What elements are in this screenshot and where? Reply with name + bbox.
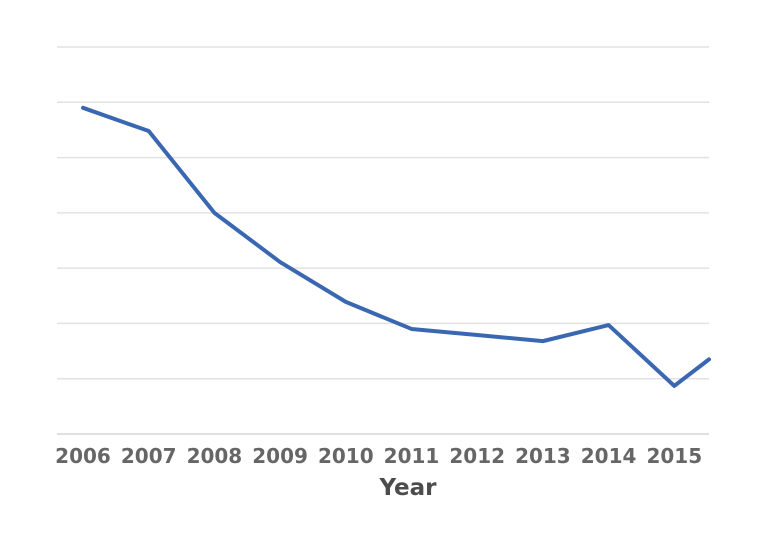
x-tick-label: 2006: [55, 444, 111, 468]
x-tick-label: 2011: [384, 444, 440, 468]
x-tick-label: 2012: [449, 444, 505, 468]
x-tick-label: 2015: [646, 444, 702, 468]
data-line: [81, 105, 711, 388]
x-tick-label: 2008: [187, 444, 243, 468]
x-tick-label: 2013: [515, 444, 571, 468]
x-tick-label: 2009: [252, 444, 308, 468]
x-tick-label: 2010: [318, 444, 374, 468]
x-axis-title: Year: [378, 475, 437, 501]
x-tick-label: 2007: [121, 444, 177, 468]
x-tick-label: 2014: [581, 444, 637, 468]
